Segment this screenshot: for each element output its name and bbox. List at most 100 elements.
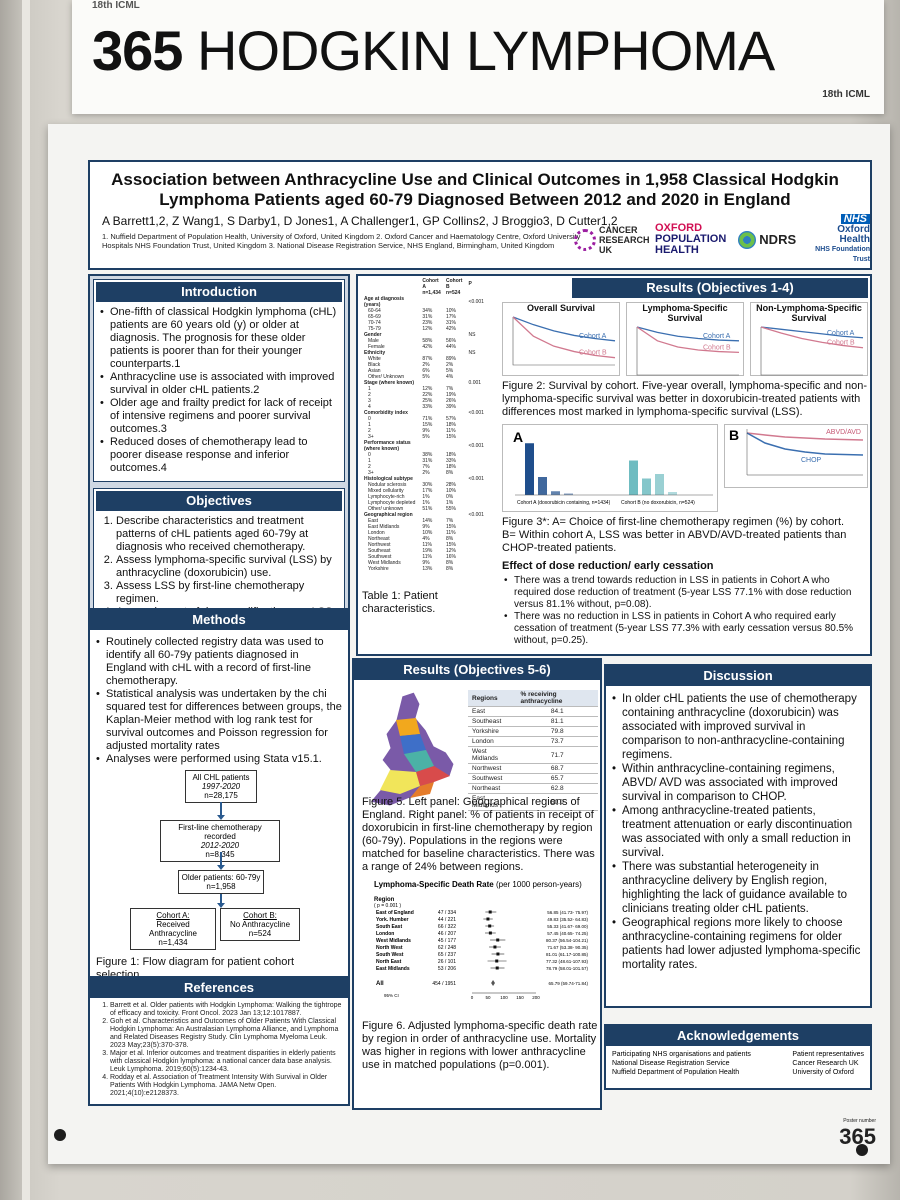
region-table-cell: Northeast — [468, 783, 517, 794]
table1-row: 2 22% 19% — [362, 392, 486, 398]
forest-row-region: West Midlands — [376, 938, 411, 944]
table1-cell: 15% — [445, 524, 456, 530]
table1-cell: London — [368, 530, 385, 536]
table1-cell: 4 — [368, 404, 371, 410]
figure3-panel-b: B ABVD/AVD CHOP — [724, 424, 868, 488]
acknowledgement-item: Nuffield Department of Population Health — [612, 1069, 740, 1076]
table1-cell: 17% — [422, 488, 433, 494]
forest-p-label: ( p = 0.001 ) — [374, 903, 402, 909]
region-table-cell: 81.1 — [516, 716, 598, 727]
table1-cell: Southwest — [368, 554, 392, 560]
introduction-bullet: Reduced doses of chemotherapy lead to po… — [98, 436, 338, 475]
km-series-line — [636, 326, 740, 353]
region-table-row: Southeast 81.1 — [468, 716, 598, 727]
nhs-logo: NHS Oxford Health NHS Foundation Trust — [815, 213, 870, 263]
table1-header-cell: n=1,434 — [422, 290, 441, 296]
acknowledgements-heading: Acknowledgements — [606, 1026, 870, 1046]
km-axis — [512, 317, 615, 366]
forest-point — [488, 931, 492, 935]
table1-cell — [444, 440, 467, 452]
region-table-header: Regions — [468, 690, 517, 707]
methods-list: Routinely collected registry data was us… — [90, 630, 348, 766]
table1-cell: Lymphocyte depleted — [368, 500, 416, 506]
table1-cell: 18% — [445, 422, 456, 428]
table1-row: 1 15% 18% — [362, 422, 486, 428]
table1-cell: 23% — [422, 320, 433, 326]
table1-cell: 39% — [445, 404, 456, 410]
table1-cell: 11% — [422, 542, 432, 548]
table1-cell: 10% — [445, 488, 456, 494]
table1-header-cell: n=524 — [445, 290, 461, 296]
table1-row: 3 25% 26% — [362, 398, 486, 404]
pushpin — [856, 1144, 868, 1156]
table1-row: White 87% 89% — [362, 356, 486, 362]
table1-cell — [444, 296, 467, 308]
session-number: 365 — [92, 19, 183, 82]
england-regions-map — [369, 691, 455, 807]
flow-box-older-patients: Older patients: 60-79y n=1,958 — [178, 870, 264, 894]
objective-item: Describe characteristics and treatment p… — [116, 515, 338, 554]
references-section: References Barrett et al. Older patients… — [88, 976, 350, 1106]
acknowledgements-body: Participating NHS organisations and pati… — [606, 1046, 870, 1081]
table1-cell: 11% — [422, 554, 432, 560]
cancer-research-icon — [574, 228, 596, 251]
table1-cell: 17% — [445, 314, 456, 320]
forest-all-n: 454 / 1951 — [432, 981, 456, 987]
table1-cell: 5% — [445, 368, 454, 374]
forest-point — [495, 959, 499, 963]
acknowledgement-item: Patient representatives — [792, 1051, 864, 1058]
reference-item: Major et al. Inferior outcomes and treat… — [110, 1050, 342, 1074]
table1-cell: 9% — [422, 560, 430, 566]
region-table-cell: 73.7 — [516, 736, 598, 747]
forest-title: Lymphoma-Specific Death Rate — [374, 880, 494, 889]
discussion-heading: Discussion — [606, 666, 870, 686]
objective-item: Assess LSS by first-line chemotherapy re… — [116, 580, 338, 606]
methods-bullet: Analyses were performed using Stata v15.… — [94, 753, 342, 766]
table1-cell — [467, 566, 486, 572]
table1-cell: NS — [468, 350, 476, 356]
table1-cell: 12% — [422, 326, 433, 332]
region-table-cell: 68.7 — [516, 763, 598, 774]
regimen-bar — [629, 460, 638, 495]
flow-arrow — [217, 894, 225, 908]
table1-cell: Other/ unknown — [368, 506, 404, 512]
km-series-line — [636, 326, 740, 342]
forest-row-estimate: 57.45 (40.65- 74.25) — [547, 931, 588, 936]
region-table-row: Northeast 62.8 — [468, 783, 598, 794]
figure3-bar-chart: Cohort A (doxorubicin containing, n=1434… — [515, 443, 713, 506]
table1-row: Northeast 4% 8% — [362, 536, 486, 542]
table1-row: Gender NS — [362, 332, 486, 338]
table1-cell: 3+ — [368, 470, 374, 476]
forest-point — [488, 924, 492, 928]
region-table-cell: East Midlands — [468, 793, 517, 811]
table1-header-cell: P — [468, 281, 472, 287]
acknowledgement-item: Cancer Research UK — [792, 1060, 859, 1067]
km-chart: Overall Survival Cohort A Cohort B — [502, 302, 620, 376]
region-table-row: Southwest 65.7 — [468, 773, 598, 784]
pushpin — [54, 1129, 66, 1141]
km-series-line — [760, 326, 864, 349]
table1-row: Geographical region <0.001 — [362, 512, 486, 518]
ndrs-icon — [738, 230, 757, 249]
regimen-bar — [538, 477, 547, 495]
table1-cell: 19% — [445, 392, 456, 398]
table1-cell: Age at diagnosis (years) — [364, 296, 405, 308]
table1-cell: Histological subtype — [364, 476, 413, 482]
table1-row: Black 2% 2% — [362, 362, 486, 368]
table1-cell: 42% — [445, 326, 456, 332]
region-table-cell: Southeast — [468, 716, 517, 727]
forest-plot: Lymphoma-Specific Death Rate (per 1000 p… — [374, 880, 590, 1014]
table1-cell: 0.001 — [468, 380, 482, 386]
forest-point — [493, 945, 497, 949]
table1-cell: 1% — [422, 500, 430, 506]
table1-row: London 10% 11% — [362, 530, 486, 536]
table1-cell: 33% — [422, 404, 433, 410]
methods-bullet: Statistical analysis was undertaken by t… — [94, 688, 342, 753]
discussion-bullet: In older cHL patients the use of chemoth… — [610, 692, 864, 762]
forest-row-estimate: 71.67 (53.38- 90.35) — [547, 945, 588, 950]
label-abvd: ABVD/AVD — [826, 429, 861, 436]
dose-list: There was a trend towards reduction in L… — [502, 575, 868, 647]
acknowledgement-item: Participating NHS organisations and pati… — [612, 1051, 751, 1058]
table1-cell: East Midlands — [368, 524, 400, 530]
km-curves-row: Overall Survival Cohort A Cohort B Lymphoma… — [502, 302, 868, 402]
